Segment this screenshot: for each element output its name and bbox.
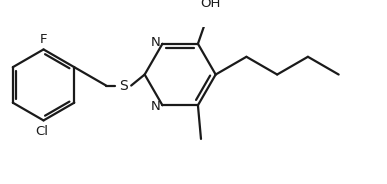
Text: N: N — [151, 36, 161, 49]
Text: F: F — [40, 33, 47, 46]
Text: OH: OH — [200, 0, 220, 10]
Text: S: S — [119, 79, 128, 93]
Text: Cl: Cl — [35, 125, 48, 138]
Text: N: N — [151, 100, 161, 113]
